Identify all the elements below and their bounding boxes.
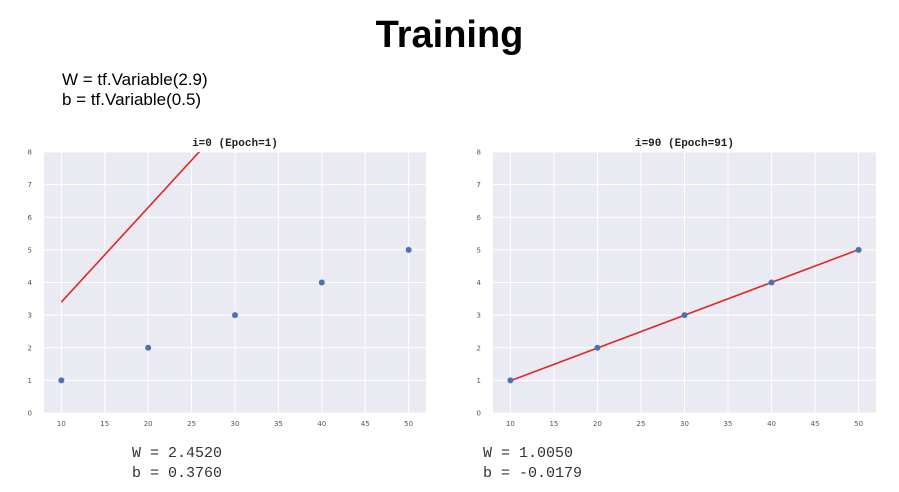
y-tick-label: 1: [477, 377, 481, 385]
x-tick-label: 30: [680, 420, 689, 428]
x-tick-label: 35: [274, 420, 283, 428]
y-tick-label: 6: [28, 214, 33, 222]
data-point: [681, 312, 688, 319]
chart-title: i=90 (Epoch=91): [635, 138, 734, 150]
y-tick-label: 5: [477, 246, 481, 254]
data-point: [855, 246, 862, 253]
result-right-w: W = 1.0050: [483, 445, 574, 462]
data-point: [318, 279, 325, 286]
code-line-w: W = tf.Variable(2.9): [62, 70, 208, 89]
y-tick-label: 3: [28, 312, 32, 320]
result-right: W = 1.0050 b = -0.0179: [483, 444, 582, 484]
y-tick-label: 5: [28, 246, 32, 254]
data-point: [232, 312, 238, 319]
y-tick-label: 1: [28, 377, 32, 385]
x-tick-label: 50: [404, 420, 413, 428]
data-point: [145, 344, 152, 351]
chart-title: i=0 (Epoch=1): [192, 138, 278, 150]
result-left: W = 2.4520 b = 0.3760: [132, 444, 222, 484]
x-tick-label: 20: [593, 420, 602, 428]
y-tick-label: 8: [28, 149, 32, 157]
y-tick-label: 4: [28, 279, 33, 287]
x-tick-label: 10: [57, 420, 66, 428]
data-point: [594, 344, 601, 351]
y-tick-label: 2: [477, 344, 481, 352]
result-left-w: W = 2.4520: [132, 445, 223, 462]
x-tick-label: 40: [767, 420, 776, 428]
data-point: [768, 279, 775, 286]
y-tick-label: 7: [477, 181, 481, 189]
fit-line: [60, 152, 201, 303]
x-tick-label: 45: [811, 420, 820, 428]
x-tick-label: 15: [549, 420, 558, 428]
y-tick-label: 7: [28, 181, 32, 189]
code-line-b: b = tf.Variable(0.5): [62, 90, 202, 109]
data-point: [58, 377, 65, 384]
x-tick-label: 10: [506, 420, 515, 428]
y-tick-label: 0: [477, 410, 481, 418]
page-title: Training: [375, 14, 524, 56]
x-tick-label: 35: [724, 420, 733, 428]
x-tick-label: 25: [637, 420, 646, 428]
result-left-b: b = 0.3760: [132, 465, 223, 482]
y-tick-label: 6: [477, 214, 482, 222]
x-tick-label: 15: [100, 420, 109, 428]
y-tick-label: 8: [477, 149, 481, 157]
x-tick-label: 45: [361, 420, 370, 428]
y-tick-label: 3: [477, 312, 481, 320]
y-tick-label: 2: [28, 344, 32, 352]
initial-values-code: W = tf.Variable(2.9) b = tf.Variable(0.5…: [62, 70, 208, 110]
x-tick-label: 30: [231, 420, 240, 428]
result-right-b: b = -0.0179: [483, 465, 583, 482]
data-point: [507, 377, 514, 384]
x-tick-label: 20: [144, 420, 153, 428]
data-point: [405, 246, 412, 253]
x-tick-label: 25: [187, 420, 196, 428]
y-tick-label: 0: [28, 410, 32, 418]
x-tick-label: 50: [854, 420, 863, 428]
x-tick-label: 40: [317, 420, 326, 428]
y-tick-label: 4: [477, 279, 482, 287]
